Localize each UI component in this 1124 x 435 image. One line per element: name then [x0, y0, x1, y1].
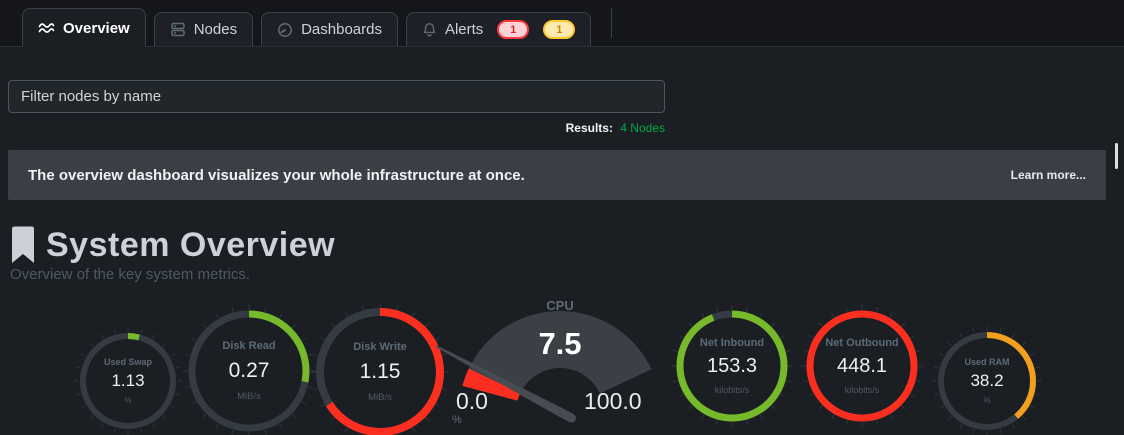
tab-nodes[interactable]: Nodes	[153, 12, 254, 46]
tab-divider	[611, 8, 613, 38]
tab-alerts[interactable]: Alerts 1 1	[405, 12, 592, 46]
net-outbound-ring-chart	[798, 302, 926, 430]
results-summary: Results: 4 Nodes	[8, 121, 665, 135]
disk-read-ring-chart	[180, 302, 318, 435]
tab-overview[interactable]: Overview	[22, 8, 146, 47]
gauge-disk-read[interactable]: Disk Read 0.27 MiB/s	[180, 302, 318, 435]
tab-dashboards[interactable]: Dashboards	[261, 12, 398, 46]
banner-text: The overview dashboard visualizes your w…	[28, 166, 525, 184]
used-swap-ring-chart	[71, 324, 185, 435]
critical-alerts-badge[interactable]: 1	[497, 20, 530, 39]
learn-more-link[interactable]: Learn more...	[1010, 168, 1086, 182]
tab-label: Dashboards	[301, 21, 382, 38]
tab-label: Alerts	[444, 21, 484, 38]
section-header: System Overview	[10, 226, 335, 269]
tab-bar: Overview Nodes Dashboards	[0, 0, 1124, 47]
section-subtitle: Overview of the key system metrics.	[10, 266, 251, 283]
bell-icon	[422, 22, 437, 38]
gauge-min: 0.0	[456, 388, 488, 414]
gauge-value: 7.5	[538, 326, 582, 361]
net-inbound-ring-chart	[668, 302, 796, 430]
gauge-cpu[interactable]: CPU 7.5 0.0 100.0 %	[428, 298, 692, 435]
filter-nodes-input[interactable]	[8, 80, 665, 113]
server-stack-icon	[170, 22, 186, 37]
gauge-title: CPU	[546, 298, 574, 313]
warning-alerts-badge[interactable]: 1	[543, 20, 576, 39]
tab-label: Overview	[63, 19, 130, 37]
page-title: System Overview	[46, 226, 336, 264]
disk-write-ring-chart	[308, 300, 452, 435]
bookmark-icon	[10, 226, 36, 269]
cpu-meter-chart	[428, 298, 692, 435]
results-label: Results:	[565, 121, 613, 135]
gauge-net-outbound[interactable]: Net Outbound 448.1 kilobits/s	[798, 302, 926, 430]
scrollbar-thumb[interactable]	[1115, 143, 1118, 169]
gauge-units: %	[452, 414, 462, 426]
gauge-max: 100.0	[584, 388, 642, 414]
tab-label: Nodes	[193, 21, 238, 38]
gauge-icon	[277, 22, 293, 38]
results-count: 4 Nodes	[620, 121, 665, 135]
gauge-used-swap[interactable]: Used Swap 1.13 %	[71, 324, 185, 435]
gauge-net-inbound[interactable]: Net Inbound 153.3 kilobits/s	[668, 302, 796, 430]
gauge-used-ram[interactable]: Used RAM 38.2 %	[929, 323, 1045, 435]
used-ram-ring-chart	[929, 323, 1045, 435]
info-banner: The overview dashboard visualizes your w…	[8, 150, 1106, 200]
area-chart-icon	[38, 21, 55, 36]
